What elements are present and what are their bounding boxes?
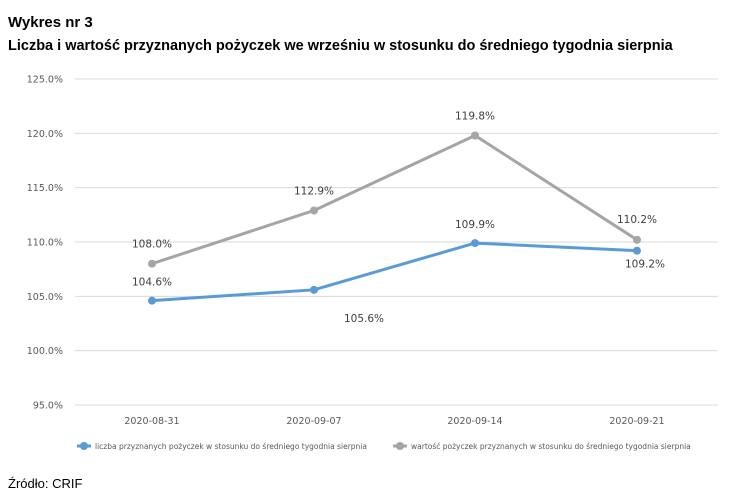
y-tick-label: 120.0% [27, 129, 63, 140]
data-point [148, 296, 156, 305]
data-point [471, 131, 479, 140]
data-label: 109.2% [625, 259, 665, 271]
legend-marker [396, 442, 404, 450]
series-line [150, 134, 639, 266]
data-label: 112.9% [294, 185, 334, 197]
y-tick-label: 110.0% [27, 238, 63, 249]
data-point [471, 239, 479, 248]
source-note: Źródło: CRIF [8, 476, 83, 491]
data-label: 105.6% [344, 313, 384, 325]
data-label: 110.2% [617, 214, 657, 226]
data-label: 119.8% [455, 111, 495, 123]
y-tick-label: 125.0% [27, 75, 63, 86]
y-tick-label: 115.0% [27, 183, 63, 194]
data-label: 109.9% [455, 219, 495, 231]
y-tick-label: 95.0% [33, 401, 63, 412]
x-tick-label: 2020-08-31 [124, 416, 179, 427]
legend-label: liczba przyznanych pożyczek w stosunku d… [95, 442, 367, 451]
y-tick-label: 100.0% [27, 346, 63, 357]
data-point [310, 285, 318, 294]
data-point [148, 259, 156, 268]
x-tick-label: 2020-09-07 [286, 416, 341, 427]
data-label: 108.0% [132, 239, 172, 251]
data-label: 104.6% [132, 277, 172, 289]
y-tick-label: 105.0% [27, 292, 63, 303]
chart-title: Liczba i wartość przyznanych pożyczek we… [8, 38, 673, 54]
data-point [633, 246, 641, 255]
data-point [310, 206, 318, 215]
line-chart: 95.0% 100.0% 105.0% 110.0% 115.0% 120.0% 125.0… [27, 75, 718, 451]
chart-label: Wykres nr 3 [8, 14, 93, 31]
series-line [150, 241, 639, 303]
x-tick-label: 2020-09-21 [609, 416, 664, 427]
x-tick-label: 2020-09-14 [447, 416, 502, 427]
legend-marker [80, 442, 88, 450]
data-point [633, 235, 641, 244]
legend-label: wartość pożyczek przyznanych w stosunku … [411, 442, 691, 451]
